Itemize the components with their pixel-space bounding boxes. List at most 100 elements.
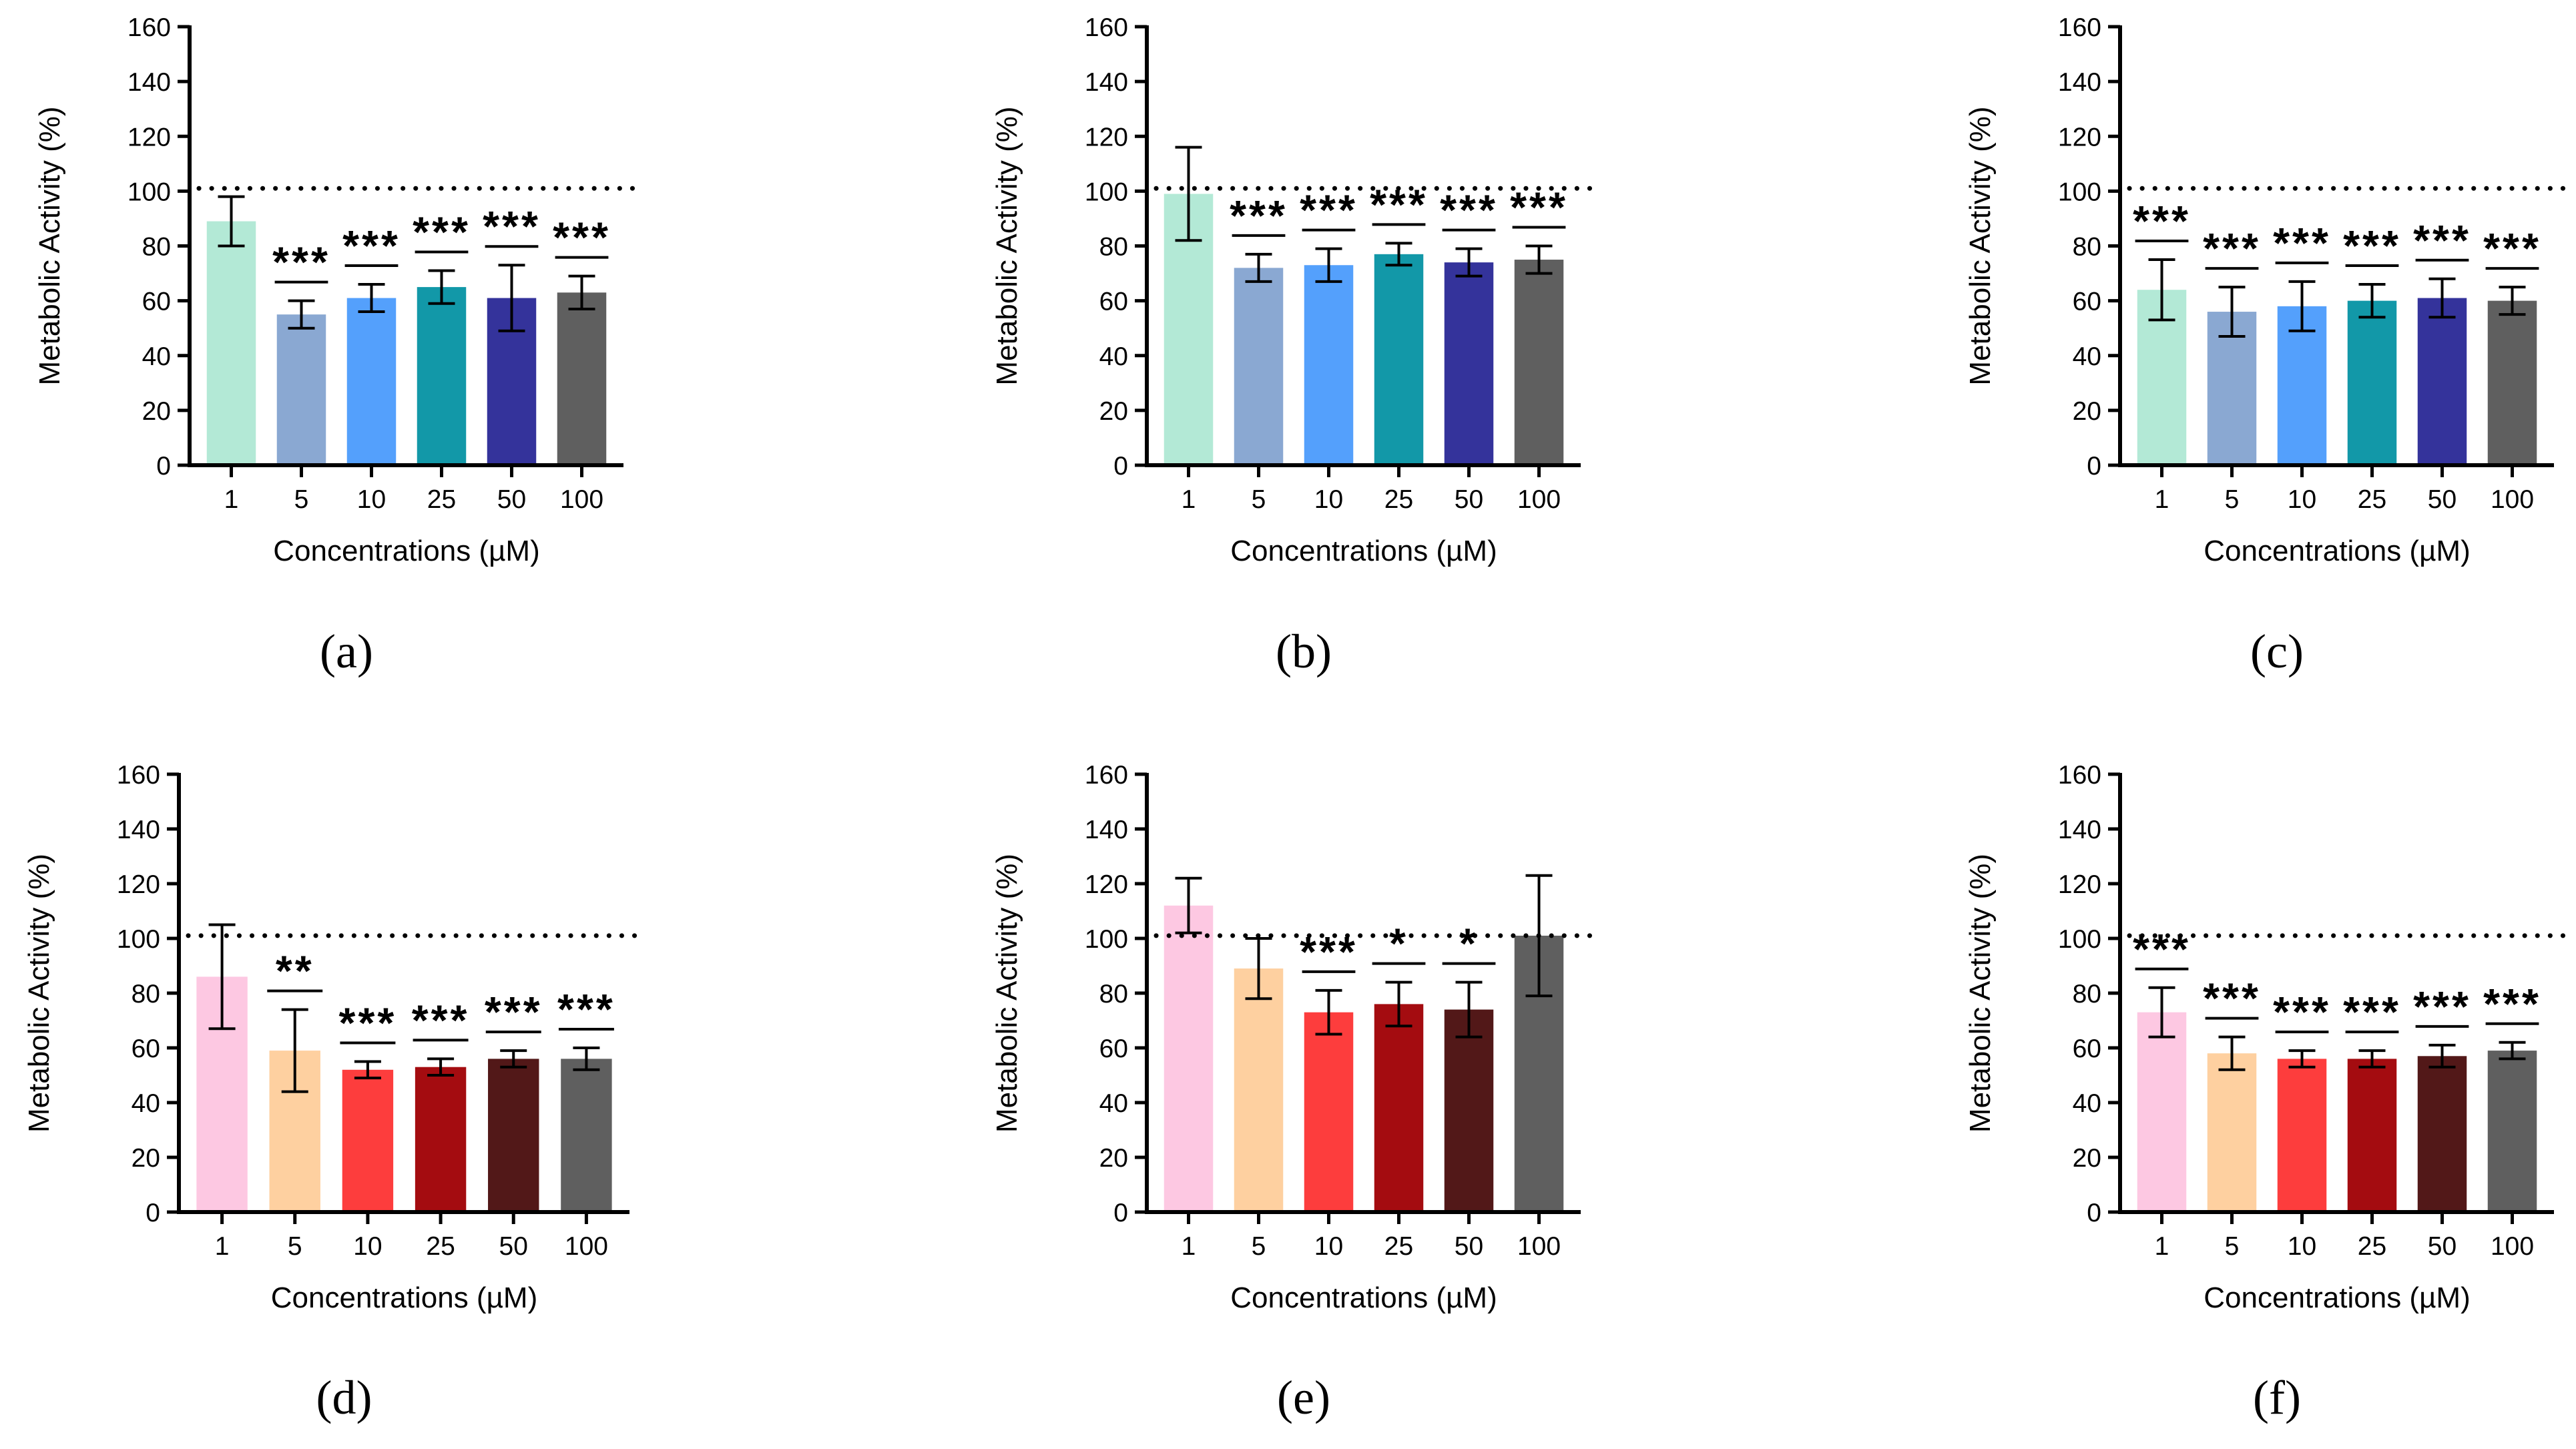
significance-label-50: *** xyxy=(1440,186,1498,234)
error-bar-50 xyxy=(1455,247,1483,278)
y-tick-label-120: 120 xyxy=(1085,123,1128,152)
y-tick-label-160: 160 xyxy=(1085,761,1128,790)
x-tick-label-100: 100 xyxy=(1517,485,1561,514)
x-tick-label-100: 100 xyxy=(2491,485,2534,514)
error-bar-100 xyxy=(2499,1041,2526,1061)
error-bar-1 xyxy=(2148,258,2175,322)
y-tick-label-20: 20 xyxy=(2073,397,2101,426)
significance-label-25: *** xyxy=(2343,988,2401,1036)
x-tick-label-25: 25 xyxy=(426,1232,455,1261)
bar-50 xyxy=(1444,262,1494,465)
y-tick-label-160: 160 xyxy=(117,761,160,790)
error-bar-50 xyxy=(2428,1043,2456,1069)
significance-label-10: *** xyxy=(2273,988,2331,1036)
panel-label: (a) xyxy=(320,625,373,678)
significance-label-100: *** xyxy=(553,214,611,262)
y-tick-label-40: 40 xyxy=(132,1089,160,1118)
bar-50 xyxy=(488,1059,539,1212)
error-bar-1 xyxy=(218,195,245,248)
x-tick-label-5: 5 xyxy=(2225,485,2240,514)
x-tick-label-10: 10 xyxy=(2288,485,2316,514)
significance-label-25: *** xyxy=(413,208,471,256)
significance-label-50: *** xyxy=(2413,982,2471,1031)
y-tick-label-0: 0 xyxy=(156,452,171,481)
y-tick-label-160: 160 xyxy=(2058,13,2101,42)
bar-25 xyxy=(2347,1059,2397,1212)
chart-panel-c: ****** *** *** *** ***0204060801001201401601… xyxy=(1964,13,2566,678)
error-bar-10 xyxy=(2288,280,2316,332)
significance-label-1: *** xyxy=(2133,197,2191,245)
chart-panel-f: ****** *** *** *** ***0204060801001201401601… xyxy=(1964,761,2566,1424)
y-axis-title: Metabolic Activity (%) xyxy=(991,106,1023,385)
y-tick-label-40: 40 xyxy=(2073,342,2101,371)
y-tick-label-60: 60 xyxy=(2073,288,2101,316)
bar-10 xyxy=(2277,1059,2327,1212)
bar-1 xyxy=(2137,1012,2187,1212)
error-bar-25 xyxy=(1385,242,1412,267)
bar-1 xyxy=(1164,905,1214,1212)
y-tick-label-0: 0 xyxy=(1113,452,1128,481)
y-tick-label-80: 80 xyxy=(1099,980,1128,1008)
significance-label-10: *** xyxy=(1300,186,1358,234)
bar-5 xyxy=(1234,268,1284,465)
bar-5 xyxy=(276,314,326,465)
error-bar-100 xyxy=(568,274,595,310)
y-tick-label-20: 20 xyxy=(142,397,171,426)
y-tick-label-60: 60 xyxy=(2073,1035,2101,1063)
y-tick-label-80: 80 xyxy=(2073,233,2101,262)
bar-25 xyxy=(1374,254,1424,465)
x-tick-label-1: 1 xyxy=(215,1232,230,1261)
y-tick-label-0: 0 xyxy=(1113,1199,1128,1227)
x-tick-label-1: 1 xyxy=(224,485,239,514)
y-tick-label-60: 60 xyxy=(1099,288,1128,316)
bar-100 xyxy=(557,292,607,465)
y-tick-label-80: 80 xyxy=(142,233,171,262)
panel-label: (c) xyxy=(2250,625,2304,678)
error-bar-5 xyxy=(1245,937,1272,1000)
significance-label-50: *** xyxy=(485,988,543,1036)
x-tick-label-100: 100 xyxy=(2491,1232,2534,1261)
significance-label-100: *** xyxy=(2483,980,2541,1028)
bar-25 xyxy=(415,1067,467,1212)
x-tick-label-1: 1 xyxy=(1182,485,1196,514)
error-bar-50 xyxy=(498,264,525,332)
bar-25 xyxy=(2347,300,2397,465)
significance-label-5: *** xyxy=(2203,224,2261,272)
significance-label-10: *** xyxy=(2273,219,2331,267)
x-axis-title: Concentrations (µM) xyxy=(2204,535,2470,567)
significance-label-100: *** xyxy=(2483,224,2541,272)
x-axis-title: Concentrations (µM) xyxy=(1230,535,1497,567)
bar-100 xyxy=(2487,1051,2537,1212)
x-tick-label-5: 5 xyxy=(1252,485,1266,514)
y-tick-label-160: 160 xyxy=(2058,761,2101,790)
error-bar-1 xyxy=(208,923,236,1031)
y-tick-label-100: 100 xyxy=(117,925,160,954)
y-tick-label-120: 120 xyxy=(1085,870,1128,899)
significance-label-10: *** xyxy=(1300,928,1358,976)
y-tick-label-80: 80 xyxy=(132,980,160,1008)
x-axis-title: Concentrations (µM) xyxy=(273,535,539,567)
y-tick-label-140: 140 xyxy=(2058,816,2101,844)
y-tick-label-20: 20 xyxy=(1099,397,1128,426)
panel-label: (b) xyxy=(1276,625,1332,678)
y-tick-label-160: 160 xyxy=(127,13,171,42)
y-tick-label-140: 140 xyxy=(1085,68,1128,97)
y-tick-label-120: 120 xyxy=(127,123,171,152)
x-tick-label-5: 5 xyxy=(294,485,309,514)
error-bar-100 xyxy=(573,1047,600,1071)
y-tick-label-0: 0 xyxy=(2087,1199,2101,1227)
error-bar-25 xyxy=(2358,1049,2386,1069)
significance-label-50: *** xyxy=(483,202,541,250)
significance-label-25: *** xyxy=(2343,222,2401,270)
bar-100 xyxy=(561,1059,612,1212)
x-tick-label-10: 10 xyxy=(1314,485,1343,514)
y-axis-title: Metabolic Activity (%) xyxy=(33,106,66,385)
significance-label-100: *** xyxy=(557,985,615,1033)
y-tick-label-20: 20 xyxy=(1099,1144,1128,1173)
bar-1 xyxy=(206,221,256,465)
x-tick-label-25: 25 xyxy=(2358,1232,2386,1261)
significance-label-25: *** xyxy=(1370,180,1428,228)
